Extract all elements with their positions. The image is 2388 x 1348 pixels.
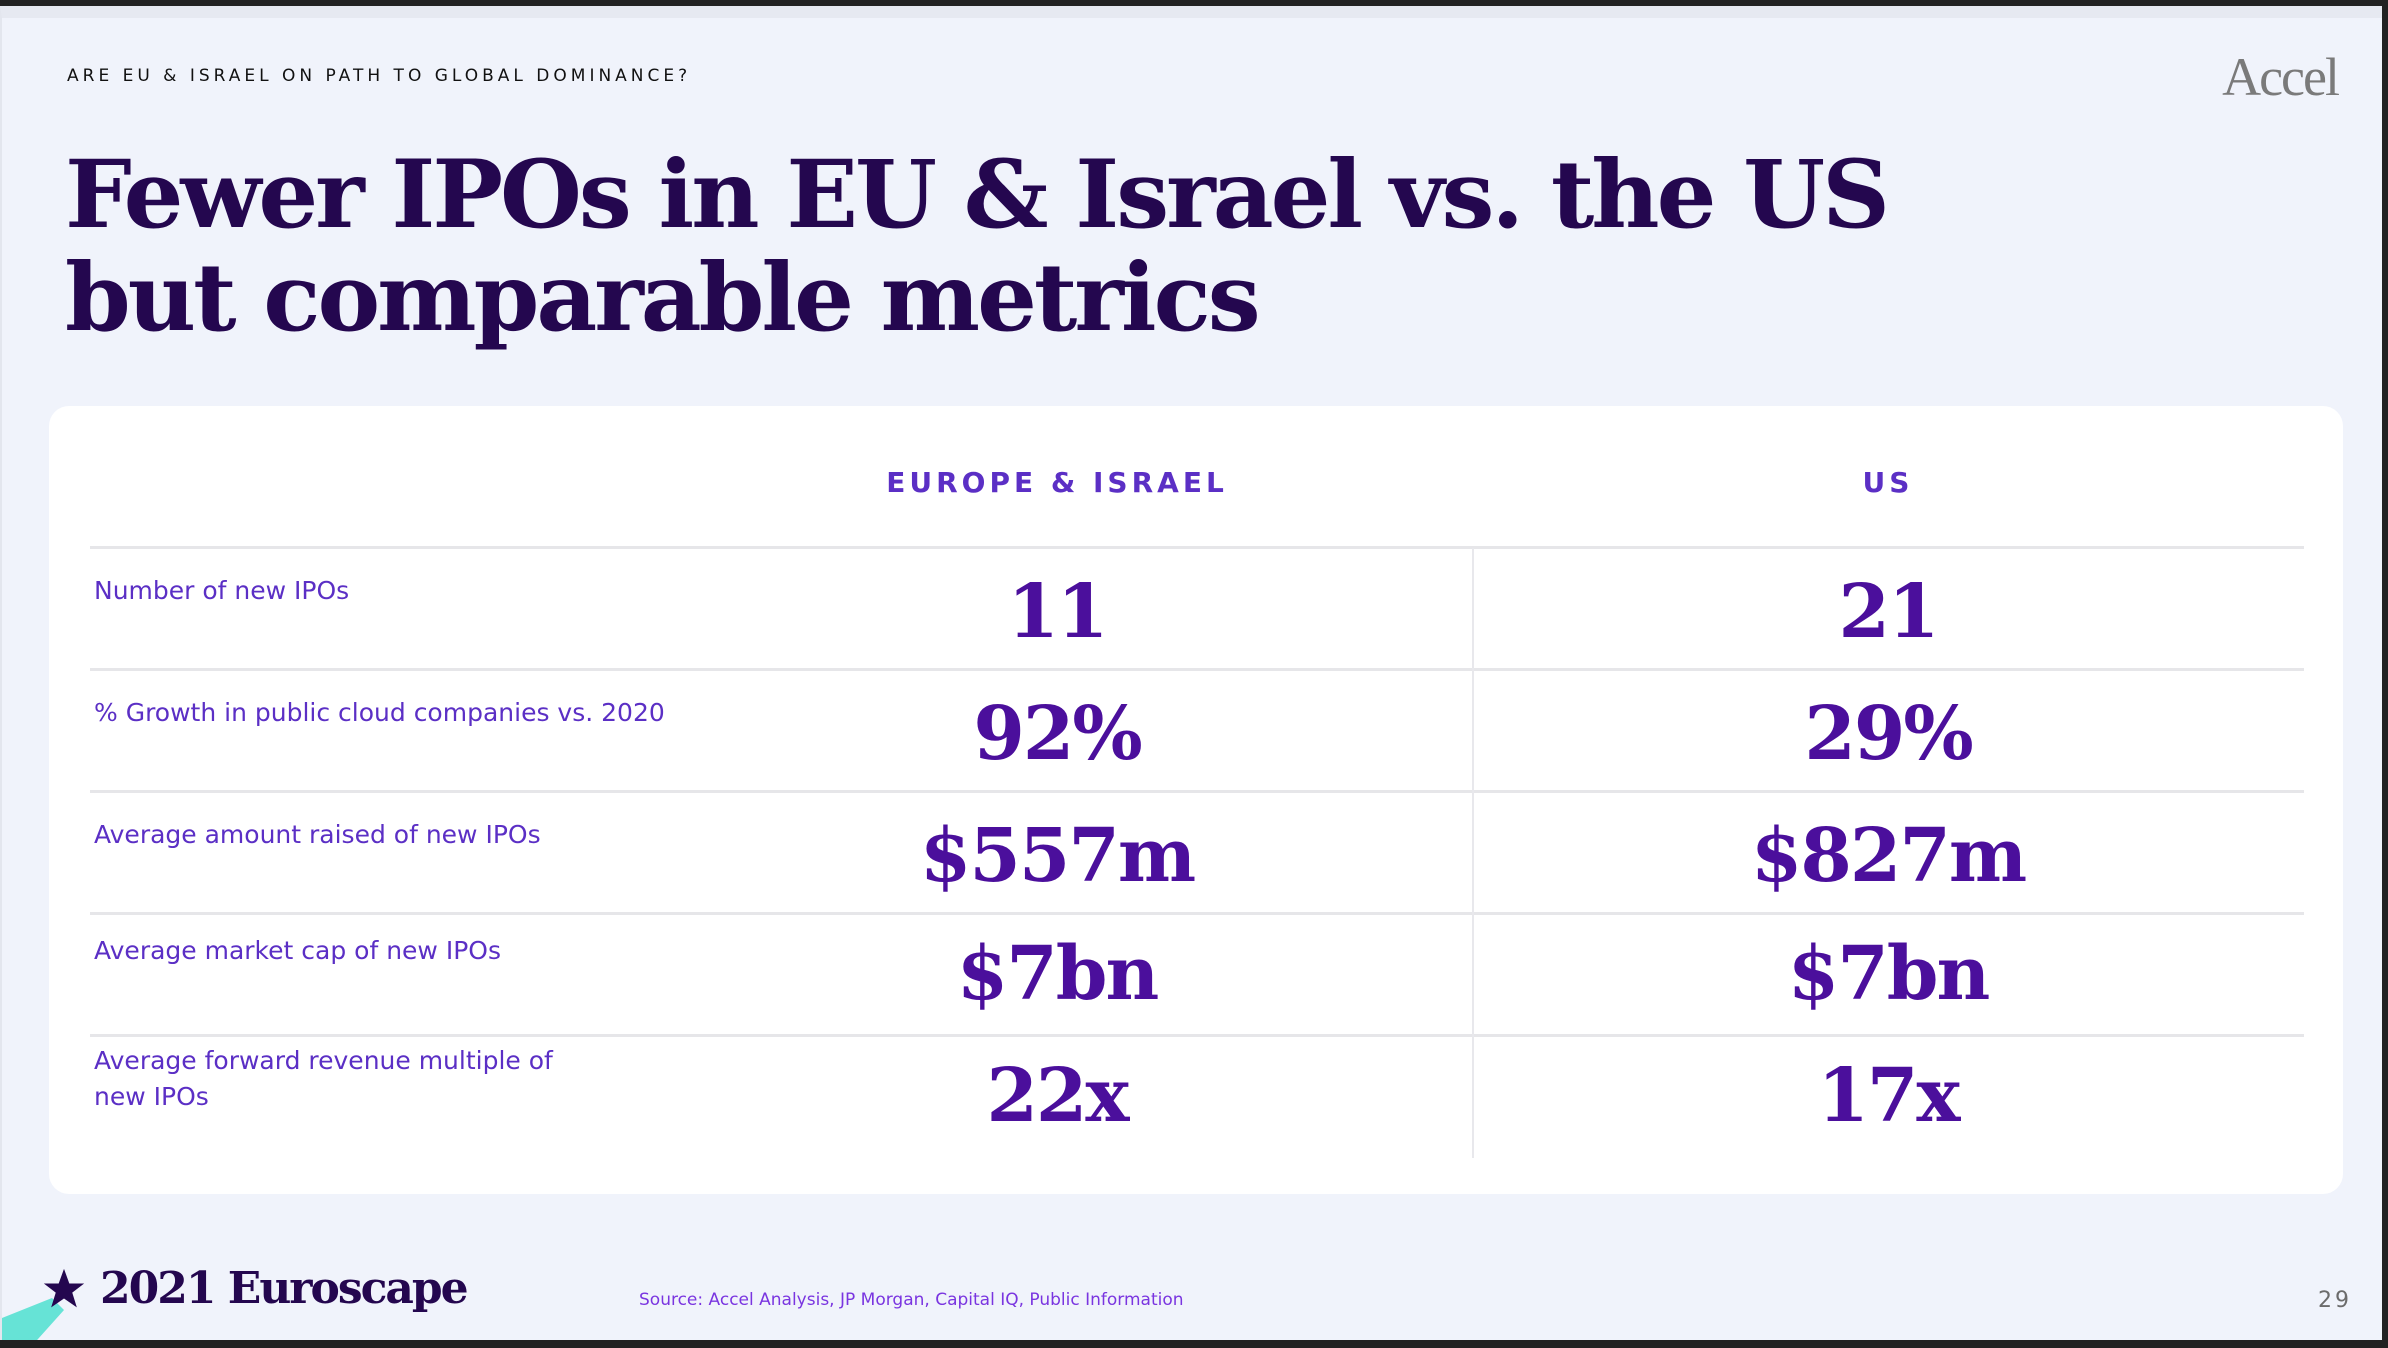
comparison-table: EUROPE & ISRAEL US Number of new IPOs 11…: [49, 406, 2343, 1194]
column-header-europe-israel: EUROPE & ISRAEL: [886, 466, 1228, 499]
value-us: $827m: [1750, 813, 2027, 899]
row-divider: [90, 790, 2304, 793]
value-europe-israel: 11: [1007, 569, 1109, 655]
value-europe-israel: $7bn: [956, 931, 1160, 1017]
page-number: 29: [2318, 1288, 2352, 1313]
slide-kicker: ARE EU & ISRAEL ON PATH TO GLOBAL DOMINA…: [67, 66, 692, 86]
column-divider: [1472, 548, 1474, 1158]
value-us: 29%: [1804, 691, 1973, 777]
value-us: 17x: [1817, 1053, 1960, 1139]
slide: ARE EU & ISRAEL ON PATH TO GLOBAL DOMINA…: [0, 6, 2382, 1340]
table-row: Average amount raised of new IPOs $557m …: [90, 793, 2304, 915]
table-row: Number of new IPOs 11 21: [90, 549, 2304, 671]
source-note: Source: Accel Analysis, JP Morgan, Capit…: [639, 1290, 1184, 1310]
row-label: Average market cap of new IPOs: [94, 936, 501, 965]
value-us: $7bn: [1787, 931, 1991, 1017]
row-divider: [90, 912, 2304, 915]
table-row: Average market cap of new IPOs $7bn $7bn: [90, 915, 2304, 1037]
accel-logo: Accel: [2222, 47, 2340, 107]
header-divider: [90, 546, 2304, 549]
row-divider: [90, 1034, 2304, 1037]
row-label: Average forward revenue multiple of new …: [94, 1046, 553, 1111]
value-us: 21: [1838, 569, 1940, 655]
page-title: Fewer IPOs in EU & Israel vs. the US but…: [65, 140, 1890, 353]
comet-tail-icon: [2, 1298, 64, 1340]
value-europe-israel: $557m: [919, 813, 1196, 899]
row-label: Number of new IPOs: [94, 576, 350, 605]
footer-brand: 2021 Euroscape: [42, 1263, 469, 1314]
column-header-us: US: [1862, 466, 1914, 499]
table-row: % Growth in public cloud companies vs. 2…: [90, 671, 2304, 793]
value-europe-israel: 92%: [973, 691, 1142, 777]
row-label: % Growth in public cloud companies vs. 2…: [94, 698, 665, 727]
table-row: Average forward revenue multiple of new …: [90, 1037, 2304, 1159]
row-divider: [90, 668, 2304, 671]
star-icon: [43, 1268, 85, 1307]
brand-title: 2021 Euroscape: [100, 1263, 469, 1314]
value-europe-israel: 22x: [986, 1053, 1129, 1139]
row-label: Average amount raised of new IPOs: [94, 820, 541, 849]
